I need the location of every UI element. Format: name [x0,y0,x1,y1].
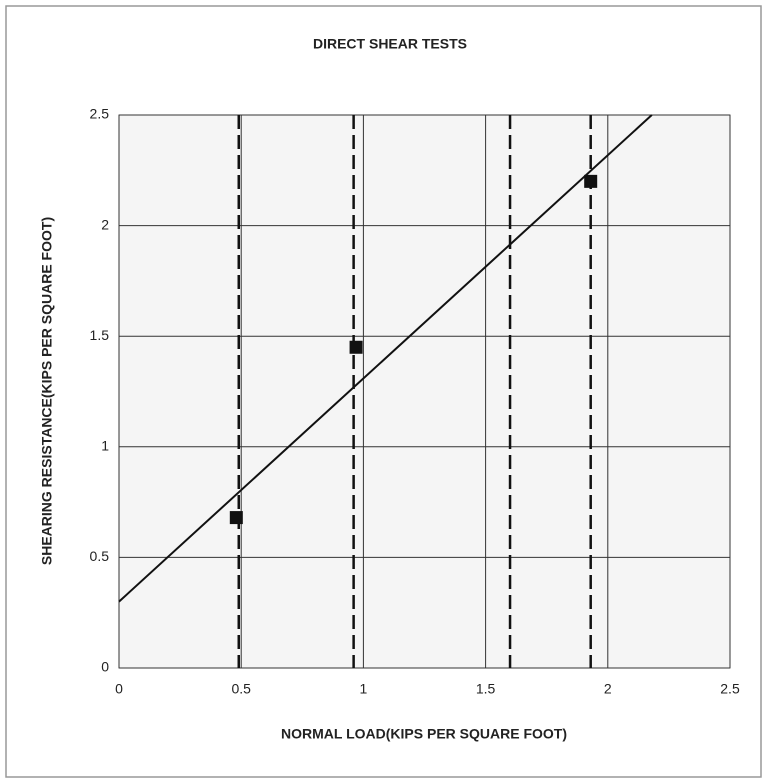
data-point [349,340,363,354]
y-tick-label: 1.5 [90,327,110,343]
data-point [584,174,598,188]
x-axis-label: NORMAL LOAD(KIPS PER SQUARE FOOT) [281,726,567,742]
chart-title: DIRECT SHEAR TESTS [313,36,467,52]
y-tick-label: 1 [101,438,109,454]
plot-area [118,114,731,669]
fit-line [118,114,653,603]
x-tick-label: 2.5 [720,681,740,697]
y-tick-label: 0.5 [90,548,110,564]
y-axis-label: SHEARING RESISTANCE(KIPS PER SQUARE FOOT… [39,217,55,565]
x-tick-label: 2 [604,681,612,697]
y-tick-label: 0 [101,659,109,675]
x-tick-label: 0.5 [231,681,251,697]
data-point [229,511,243,525]
y-tick-label: 2.5 [90,106,110,122]
y-tick-label: 2 [101,216,109,232]
x-tick-label: 1 [360,681,368,697]
x-tick-label: 1.5 [476,681,496,697]
x-tick-label: 0 [115,681,123,697]
